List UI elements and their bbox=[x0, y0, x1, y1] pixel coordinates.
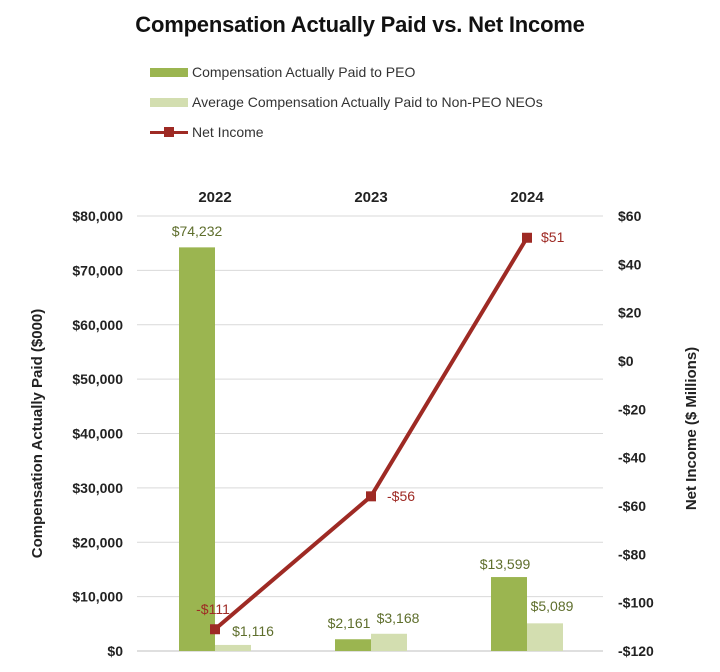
legend-label-net-income: Net Income bbox=[192, 124, 264, 140]
legend-label-non-peo: Average Compensation Actually Paid to No… bbox=[192, 94, 543, 110]
legend-swatch-peo bbox=[150, 67, 188, 77]
right-axis-tick-label: -$40 bbox=[618, 450, 646, 466]
right-axis-title: Net Income ($ Millions) bbox=[683, 347, 700, 510]
data-label-non-peo: $3,168 bbox=[377, 610, 420, 626]
bar-peo bbox=[179, 247, 215, 651]
right-axis-tick-label: -$120 bbox=[618, 643, 654, 659]
right-axis-tick-label: $20 bbox=[618, 305, 642, 321]
bar-non-peo bbox=[371, 633, 407, 651]
data-label-net-income: $51 bbox=[541, 229, 565, 245]
left-axis-tick-label: $50,000 bbox=[72, 371, 123, 387]
data-label-non-peo: $5,089 bbox=[531, 598, 574, 614]
right-axis-tick-label: $60 bbox=[618, 208, 642, 224]
net-income-marker bbox=[522, 232, 532, 243]
data-label-peo: $2,161 bbox=[328, 615, 371, 631]
left-axis-tick-label: $40,000 bbox=[72, 426, 123, 442]
right-axis-tick-label: -$100 bbox=[618, 595, 654, 611]
data-label-net-income: -$111 bbox=[196, 601, 230, 617]
category-label: 2022 bbox=[198, 189, 231, 206]
chart-title: Compensation Actually Paid vs. Net Incom… bbox=[135, 12, 585, 37]
legend-item-non-peo: Average Compensation Actually Paid to No… bbox=[150, 92, 543, 112]
data-label-peo: $74,232 bbox=[172, 223, 223, 239]
data-label-peo: $13,599 bbox=[480, 556, 531, 572]
data-label-net-income: -$56 bbox=[387, 488, 415, 504]
left-axis-tick-label: $80,000 bbox=[72, 208, 123, 224]
data-label-non-peo: $1,116 bbox=[232, 623, 274, 639]
bar-non-peo bbox=[215, 644, 251, 651]
left-axis-title: Compensation Actually Paid ($000) bbox=[29, 309, 46, 559]
left-axis-tick-label: $0 bbox=[107, 643, 123, 659]
left-axis-tick-label: $10,000 bbox=[72, 589, 123, 605]
left-axis-tick-label: $70,000 bbox=[72, 262, 123, 278]
bar-non-peo bbox=[527, 623, 563, 651]
category-label: 2024 bbox=[510, 189, 544, 206]
legend-swatch-net-income bbox=[150, 126, 188, 138]
legend-swatch-non-peo bbox=[150, 97, 188, 107]
left-axis-tick-label: $20,000 bbox=[72, 534, 123, 550]
net-income-marker bbox=[366, 491, 376, 502]
legend-item-peo: Compensation Actually Paid to PEO bbox=[150, 62, 415, 82]
right-axis-tick-label: -$20 bbox=[618, 401, 646, 417]
right-axis-tick-label: $40 bbox=[618, 256, 642, 272]
right-axis-tick-label: -$80 bbox=[618, 546, 646, 562]
left-axis-tick-label: $60,000 bbox=[72, 317, 123, 333]
right-axis-tick-label: $0 bbox=[618, 353, 634, 369]
category-label: 2023 bbox=[354, 189, 387, 206]
left-axis-tick-label: $30,000 bbox=[72, 480, 123, 496]
right-axis-tick-label: -$60 bbox=[618, 498, 646, 514]
net-income-marker bbox=[210, 624, 220, 635]
legend-label-peo: Compensation Actually Paid to PEO bbox=[192, 64, 416, 80]
bar-peo bbox=[491, 577, 527, 651]
legend-item-net-income: Net Income bbox=[150, 122, 264, 142]
bar-peo bbox=[335, 639, 371, 651]
